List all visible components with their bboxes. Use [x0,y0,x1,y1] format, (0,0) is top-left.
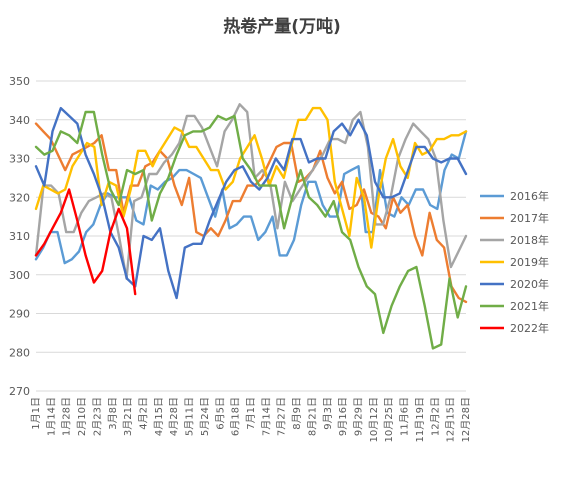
x-tick-label: 3月21日 [122,397,134,436]
x-tick-label: 4月2日 [138,397,150,430]
x-tick-label: 1月1日 [30,397,42,430]
y-axis-ticks: 270 280 290 300 310 320 330 340 350 [9,75,30,398]
x-tick-label: 4月15日 [153,397,165,436]
x-tick-label: 9月3日 [322,397,334,430]
x-tick-label: 12月15日 [445,397,457,442]
legend-label: 2019年 [510,255,549,269]
x-tick-label: 11月19日 [414,397,426,442]
series-line-2019年 [34,106,468,249]
x-tick-label: 12月2日 [429,397,441,436]
legend: 2016年 2017年 2018年 2019年 2020年 2021年 2022年 [480,189,549,335]
x-tick-label: 1月28日 [61,397,73,436]
x-tick-label: 6月18日 [230,397,242,436]
series-lines [34,103,468,350]
x-tick-label: 7月14日 [260,397,272,436]
x-tick-label: 7月1日 [245,397,257,430]
x-tick-label: 1月14日 [45,397,57,436]
x-tick-label: 12月28日 [460,397,472,442]
legend-label: 2016年 [510,189,549,203]
x-tick-label: 7月27日 [276,397,288,436]
legend-label: 2017年 [510,211,549,225]
x-tick-label: 9月29日 [353,397,365,436]
x-tick-label: 3月8日 [107,397,119,430]
legend-label: 2022年 [510,321,549,335]
legend-label: 2020年 [510,277,549,291]
y-tick-label: 280 [9,346,30,359]
x-tick-label: 10月12日 [368,397,380,442]
series-line-2020年 [34,106,468,300]
legend-label: 2021年 [510,299,549,313]
x-tick-label: 8月21日 [306,397,318,436]
x-tick-label: 5月11日 [184,397,196,436]
x-tick-label: 8月9日 [291,397,303,430]
chart-title: 热卷产量(万吨) [223,16,341,37]
x-tick-label: 2月23日 [91,397,103,436]
x-axis-ticks: 1月1日 1月14日 1月28日 2月10日 2月23日 3月8日 3月21日 4月2日 4月1… [30,397,472,442]
x-tick-label: 6月5日 [214,397,226,430]
series-line-2017年 [34,122,468,304]
y-tick-label: 290 [9,308,30,321]
legend-label: 2018年 [510,233,549,247]
y-tick-label: 340 [9,114,30,127]
x-tick-label: 11月6日 [399,397,411,436]
y-tick-label: 300 [9,269,30,282]
x-tick-label: 10月25日 [383,397,395,442]
grid [36,80,466,392]
series-line-2018年 [34,103,468,280]
x-tick-label: 5月24日 [199,397,211,436]
y-tick-label: 350 [9,75,30,88]
series-line-2021年 [34,110,468,350]
y-tick-label: 320 [9,191,30,204]
y-tick-label: 310 [9,230,30,243]
series-line-2016年 [34,130,468,265]
series-line-2022年 [34,188,137,296]
y-tick-label: 270 [9,385,30,398]
x-tick-label: 4月28日 [168,397,180,436]
x-tick-label: 9月16日 [337,397,349,436]
x-tick-label: 2月10日 [76,397,88,436]
y-tick-label: 330 [9,153,30,166]
